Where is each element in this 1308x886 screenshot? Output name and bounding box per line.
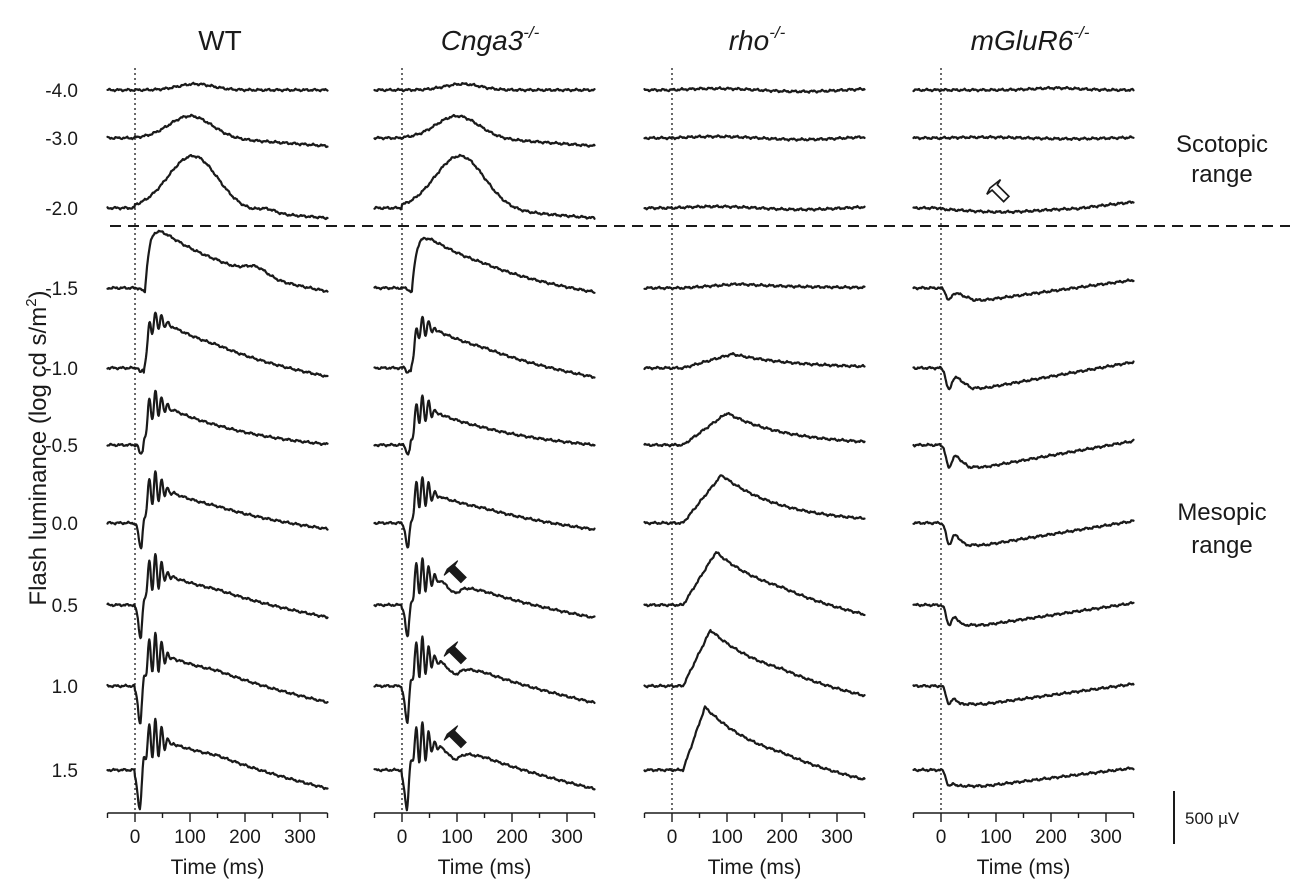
panel-title-rho: rho-/- [729, 23, 786, 56]
luminance-label: 1.5 [52, 761, 78, 782]
erg-trace [373, 635, 596, 724]
erg-trace [912, 134, 1135, 142]
erg-trace [373, 394, 596, 456]
filled-arrow [443, 725, 467, 749]
erg-trace [373, 557, 596, 638]
scale-bar-label: 500 µV [1185, 809, 1240, 828]
luminance-label: -4.0 [45, 81, 78, 102]
panel-title-mglur6: mGluR6-/- [971, 23, 1090, 56]
luminance-label: 1.0 [52, 677, 78, 698]
x-tick-label: 200 [766, 827, 798, 848]
x-tick-label: 300 [551, 827, 583, 848]
erg-trace [912, 360, 1135, 391]
x-tick-label: 200 [229, 827, 261, 848]
flash-luminance-labels: -4.0 -3.0 -2.0 -1.5 -1.0 -0.5 0.0 0.5 1.0 1.5 [45, 81, 78, 782]
luminance-label: 0.0 [52, 514, 78, 535]
x-tick-label: 0 [130, 827, 141, 848]
luminance-label: -0.5 [45, 436, 78, 457]
panel-title-cnga3: Cnga3-/- [441, 23, 540, 56]
x-tick-label: 0 [936, 827, 947, 848]
erg-trace [912, 519, 1135, 548]
luminance-label: -1.5 [45, 279, 78, 300]
erg-trace [373, 82, 596, 93]
x-tick-label: 300 [1090, 827, 1122, 848]
erg-trace [373, 113, 596, 148]
erg-trace [106, 470, 329, 550]
erg-trace [373, 153, 596, 220]
erg-trace [106, 553, 329, 640]
x-axis-label: Time (ms) [438, 856, 532, 879]
luminance-label: -2.0 [45, 199, 78, 220]
erg-trace [106, 113, 329, 149]
erg-trace [373, 476, 596, 549]
trace-panels: 0 100 200 300 Time (ms) 0 100 200 300 Time (ms) 0 1… [106, 68, 1135, 879]
erg-trace [912, 85, 1135, 93]
erg-trace [643, 204, 866, 212]
scotopic-label-line2: range [1191, 161, 1252, 188]
erg-trace [106, 311, 329, 378]
erg-trace [106, 717, 329, 811]
erg-trace [643, 86, 866, 94]
panel-titles: WT Cnga3-/- rho-/- mGluR6-/- [198, 23, 1089, 56]
erg-trace [643, 134, 866, 142]
scale-bar: 500 µV [1173, 791, 1240, 844]
erg-trace [912, 682, 1135, 707]
x-axis-label: Time (ms) [977, 856, 1071, 879]
x-axis-label: Time (ms) [171, 856, 265, 879]
panel-2: 0 100 200 300 Time (ms) [643, 68, 866, 879]
erg-trace [643, 352, 866, 371]
erg-trace [643, 705, 866, 781]
erg-trace [106, 154, 329, 221]
erg-trace [912, 766, 1135, 789]
open-arrow [986, 178, 1011, 203]
filled-arrow [443, 560, 467, 584]
erg-trace [912, 438, 1135, 470]
panel-0: 0 100 200 300 Time (ms) [106, 68, 329, 879]
erg-trace [643, 629, 866, 698]
panel-1: 0 100 200 300 Time (ms) [373, 68, 596, 879]
y-axis-label: Flash luminance (log cd s/m2) [23, 290, 52, 605]
x-tick-label: 100 [980, 827, 1012, 848]
luminance-label: 0.5 [52, 596, 78, 617]
erg-trace [643, 474, 866, 526]
range-labels: Scotopic range Mesopic range [1176, 131, 1268, 559]
x-tick-label: 200 [496, 827, 528, 848]
erg-trace [106, 229, 329, 294]
panel-3: 0 100 200 300 Time (ms) [912, 68, 1135, 879]
x-tick-label: 300 [284, 827, 316, 848]
x-tick-label: 100 [441, 827, 473, 848]
erg-trace [373, 315, 596, 379]
panel-title-wt: WT [198, 25, 242, 56]
erg-trace [643, 282, 866, 291]
erg-trace [106, 81, 329, 93]
erg-trace [106, 389, 329, 455]
filled-arrow [443, 641, 467, 665]
erg-trace [912, 601, 1135, 628]
x-tick-label: 0 [667, 827, 678, 848]
x-axis-label: Time (ms) [708, 856, 802, 879]
erg-trace [106, 631, 329, 725]
x-tick-label: 300 [821, 827, 853, 848]
luminance-label: -1.0 [45, 359, 78, 380]
erg-trace [373, 721, 596, 812]
x-tick-label: 100 [711, 827, 743, 848]
scotopic-label: Scotopic [1176, 131, 1268, 158]
arrow-annotations [443, 178, 1011, 749]
erg-trace [912, 278, 1135, 302]
x-tick-label: 200 [1035, 827, 1067, 848]
erg-trace [643, 551, 866, 617]
erg-trace [643, 411, 866, 448]
x-tick-label: 0 [397, 827, 408, 848]
mesopic-label: Mesopic [1177, 499, 1266, 526]
erg-trace [373, 236, 596, 294]
luminance-label: -3.0 [45, 129, 78, 150]
x-tick-label: 100 [174, 827, 206, 848]
mesopic-label-line2: range [1191, 532, 1252, 559]
erg-trace [912, 200, 1135, 215]
